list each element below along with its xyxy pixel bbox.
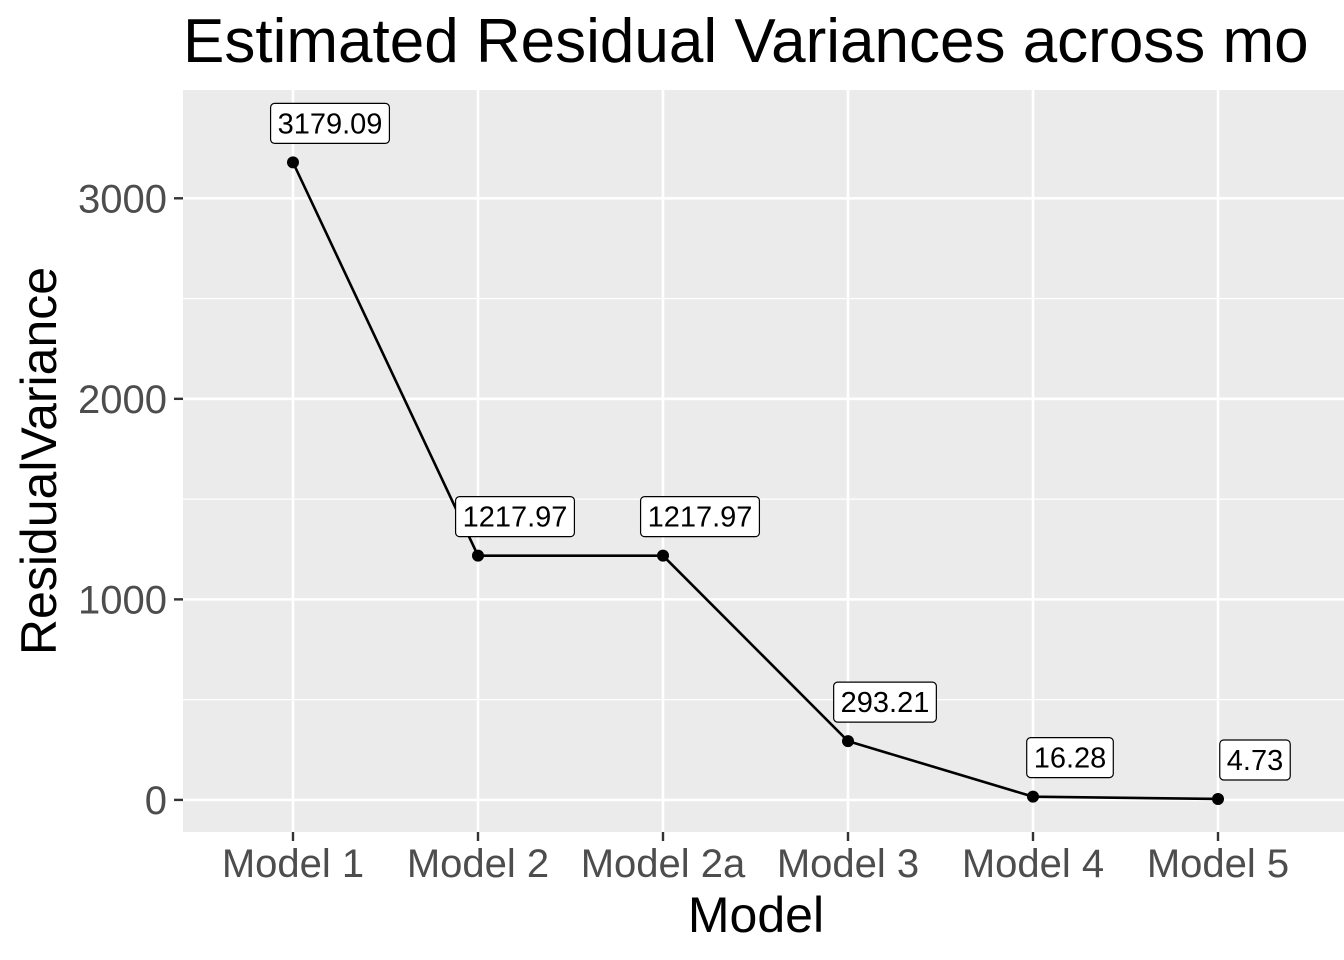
y-axis: 0 1000 2000 3000 [78,177,183,823]
data-label: 293.21 [833,681,937,723]
data-label-text: 3179.09 [278,108,383,140]
data-point [657,549,669,562]
data-point [1027,790,1039,803]
y-tick-label: 3000 [78,177,167,221]
x-tick-label: Model 1 [222,842,364,886]
data-label-box [833,681,937,723]
plot-panel [183,90,1344,832]
y-axis-title: ResidualVariance [11,267,67,655]
data-label-text: 293.21 [841,687,930,719]
data-labels: 3179.09 1217.97 1217.97 293.21 16.28 4.73 [269,102,1291,781]
data-label: 3179.09 [269,102,391,144]
x-tick-label: Model 4 [962,842,1104,886]
major-gridlines [183,90,1344,832]
data-label-box [639,496,761,538]
x-tick-label: Model 2 [407,842,549,886]
data-label-text: 4.73 [1227,745,1283,777]
data-label-box [1219,739,1291,781]
minor-gridlines [183,297,1344,701]
data-point [472,549,484,562]
data-label: 4.73 [1219,739,1291,781]
x-tick-label: Model 2a [581,842,746,886]
x-tick-label: Model 3 [777,842,919,886]
data-point [1212,792,1224,805]
data-label-box [454,496,576,538]
data-point [842,735,854,748]
y-tick-label: 0 [145,779,167,823]
data-label-text: 1217.97 [463,502,568,534]
data-point [287,156,299,169]
data-label: 1217.97 [454,496,576,538]
data-label-text: 16.28 [1034,743,1107,775]
x-axis: Model 1 Model 2 Model 2a Model 3 Model 4 Mode… [222,832,1289,886]
x-axis-title: Model [688,887,824,943]
data-label-box [269,102,391,144]
y-tick-label: 1000 [78,578,167,622]
data-points [287,156,1224,805]
y-tick-label: 2000 [78,378,167,422]
series-line [291,161,1219,801]
x-tick-label: Model 5 [1147,842,1289,886]
data-label: 16.28 [1026,737,1114,779]
data-label-box [1026,737,1114,779]
data-label: 1217.97 [639,496,761,538]
data-label-text: 1217.97 [648,502,753,534]
chart-title: Estimated Residual Variances across mo [183,7,1309,76]
